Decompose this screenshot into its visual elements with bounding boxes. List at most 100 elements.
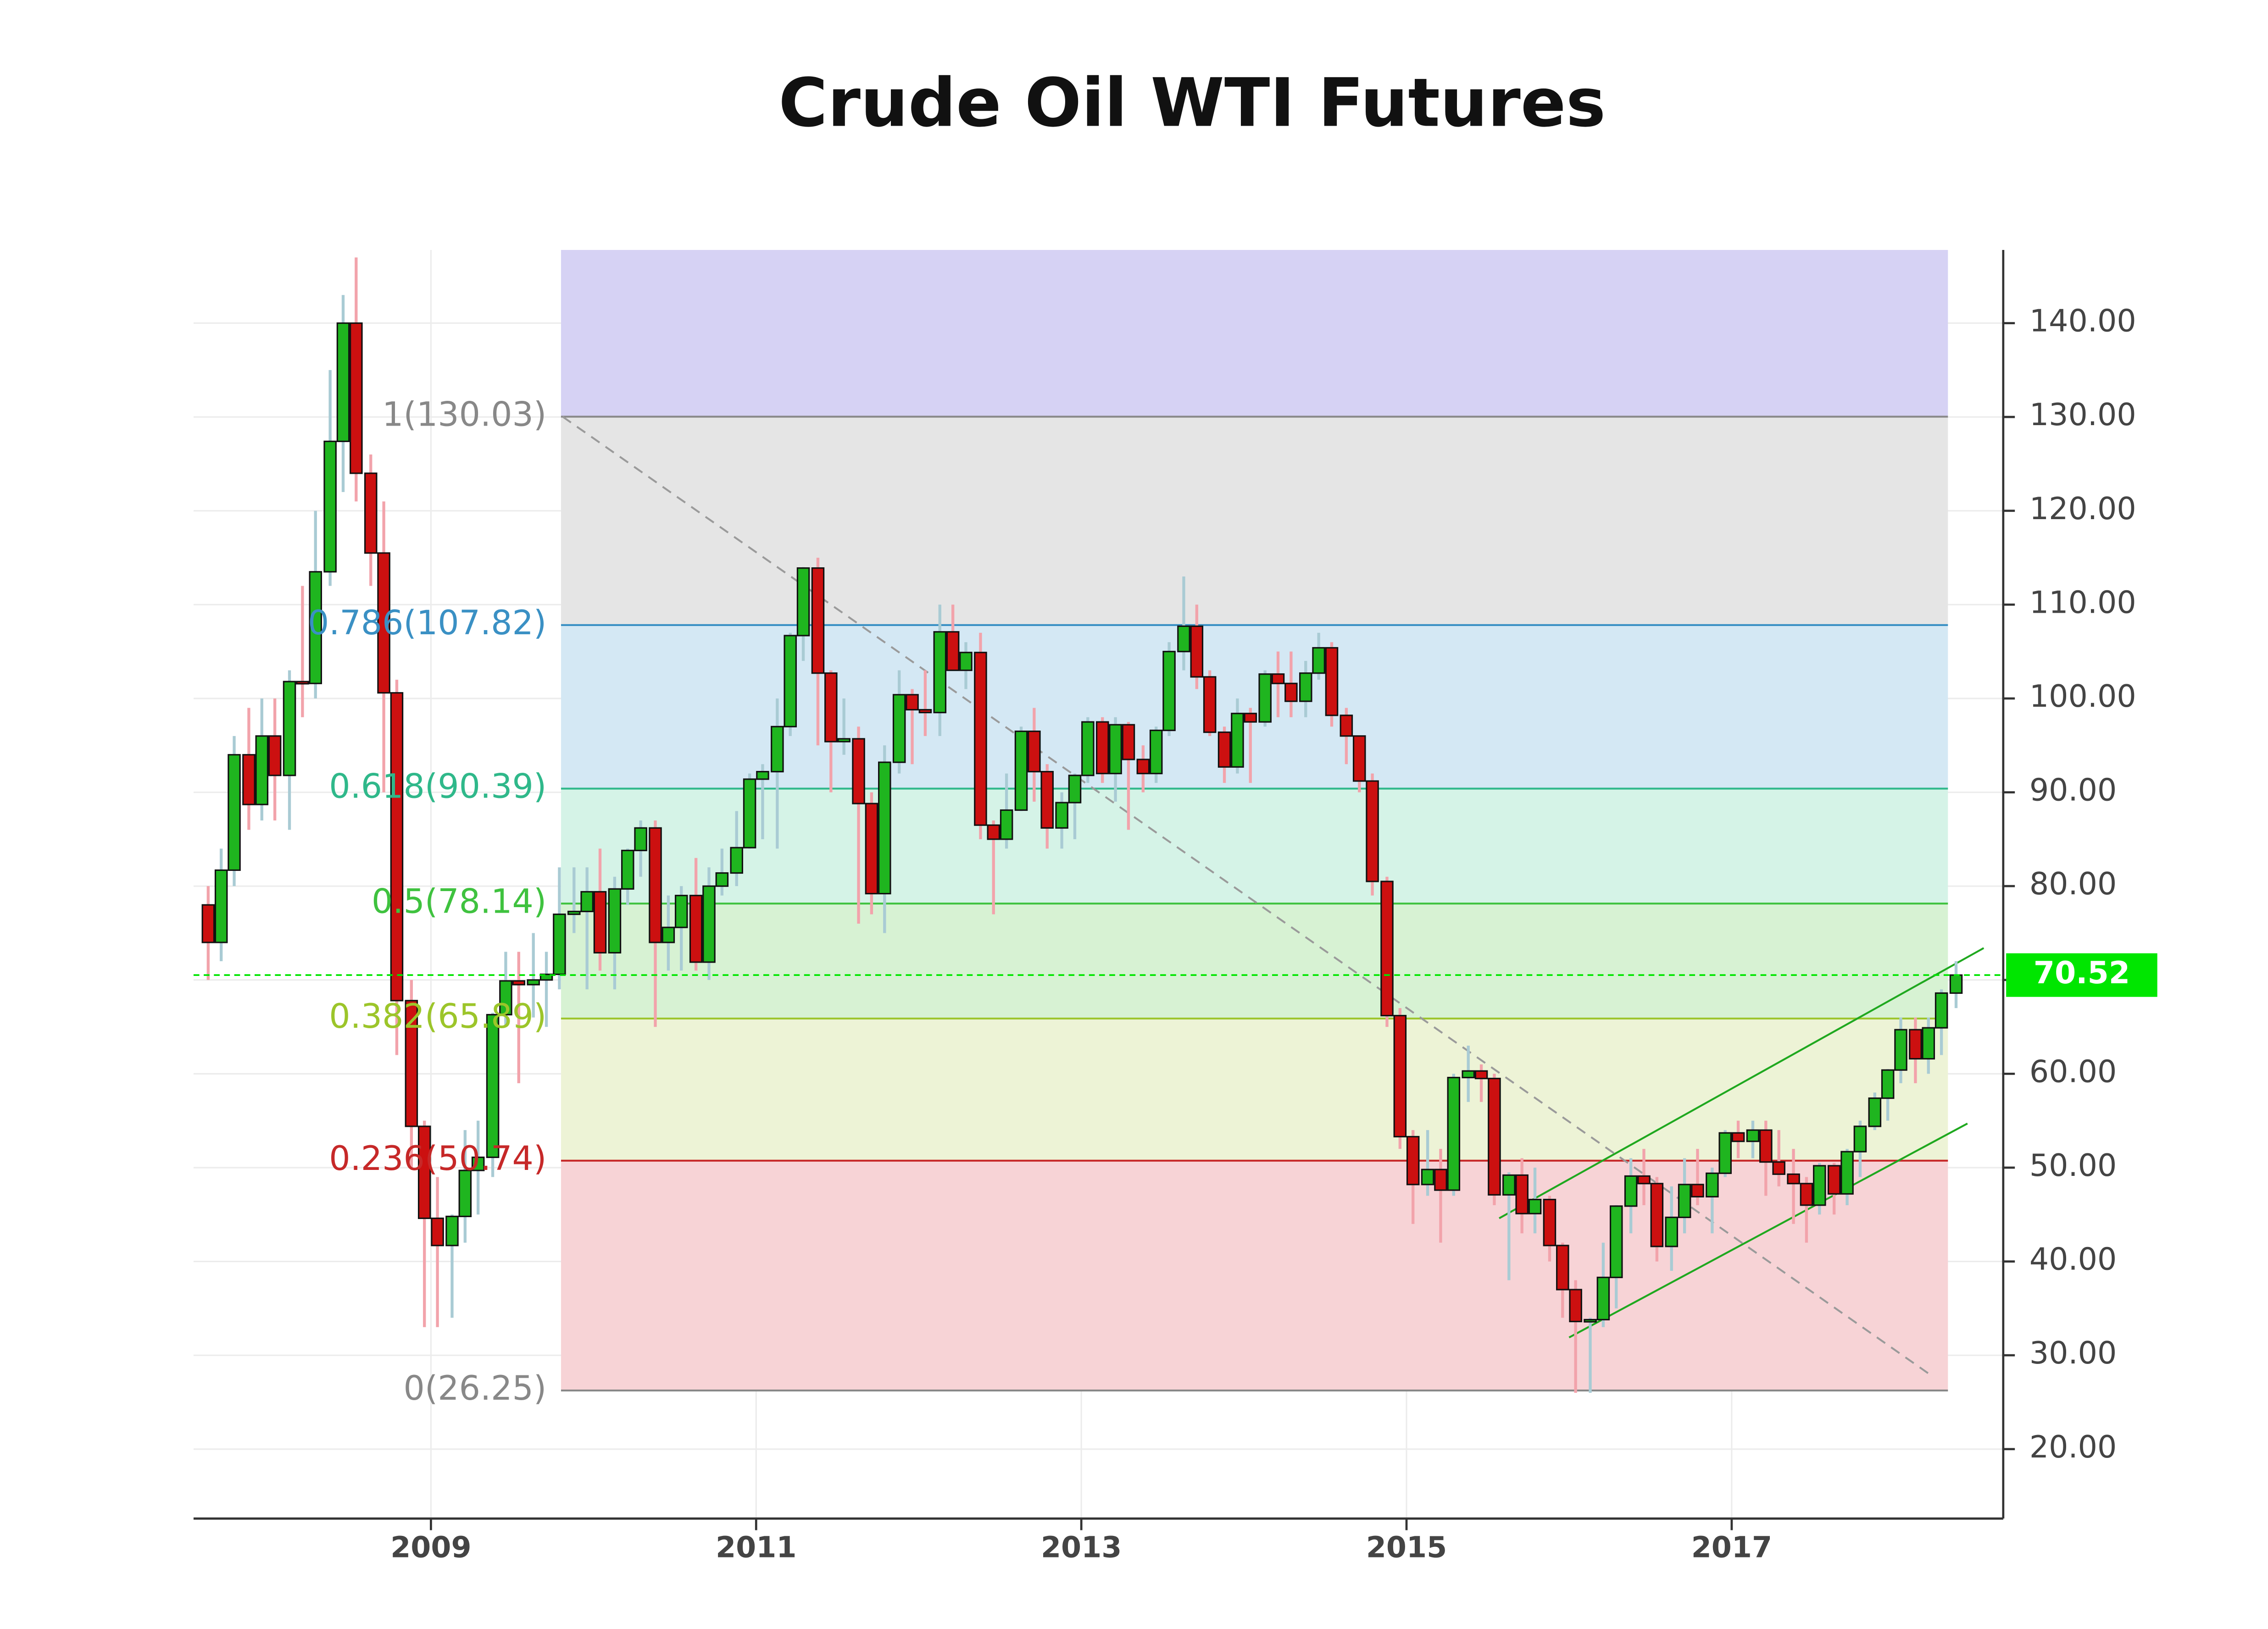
fib-level-label: 0.236(50.74)	[329, 1139, 546, 1178]
candle-body	[1731, 1132, 1745, 1142]
candle-body	[1556, 1245, 1569, 1291]
candle-body	[1325, 647, 1339, 716]
candle-body	[377, 552, 390, 694]
fib-band	[561, 788, 1948, 904]
candle-body	[1340, 715, 1353, 737]
candle-body	[1569, 1289, 1582, 1323]
candle-body	[649, 827, 662, 943]
candle-body	[1231, 713, 1244, 768]
fib-band	[561, 1160, 1948, 1391]
candle-body	[242, 754, 256, 805]
candle-body	[1922, 1027, 1935, 1060]
candle-body	[906, 694, 919, 711]
candle-body	[1217, 731, 1231, 768]
candle-body	[824, 672, 838, 742]
candle-body	[405, 1000, 418, 1127]
candle-body	[1109, 724, 1122, 775]
candle-body	[527, 979, 540, 986]
candle-body	[608, 888, 622, 954]
x-tick-label: 2011	[716, 1530, 796, 1564]
candle-body	[865, 803, 878, 895]
candle-body	[1203, 676, 1217, 733]
y-tick-label: 140.00	[2029, 303, 2136, 339]
y-tick-label: 80.00	[2029, 866, 2117, 902]
y-tick-label: 20.00	[2029, 1429, 2117, 1465]
candle-body	[390, 692, 404, 1002]
candle-body	[1502, 1174, 1516, 1196]
candle-body	[674, 895, 688, 928]
candle-body	[1352, 735, 1366, 782]
candle-body	[445, 1215, 459, 1247]
candle-body	[1474, 1070, 1488, 1080]
candle-body	[1853, 1125, 1867, 1152]
candle-body	[1624, 1175, 1638, 1207]
x-tick-label: 2015	[1366, 1530, 1447, 1564]
fib-band	[561, 416, 1948, 625]
candle-body	[1162, 651, 1176, 731]
candle-body	[1028, 731, 1041, 773]
candle-body	[431, 1217, 444, 1247]
candle-body	[621, 849, 634, 890]
candle-body	[553, 913, 566, 975]
y-tick-label: 40.00	[2029, 1241, 2117, 1277]
candle-body	[1177, 625, 1190, 653]
candle-body	[1746, 1129, 1760, 1142]
candle-body	[1447, 1076, 1461, 1191]
candle-body	[1149, 729, 1163, 775]
fib-band	[561, 1018, 1948, 1161]
candle-body	[1881, 1069, 1895, 1099]
candle-body	[1894, 1029, 1907, 1071]
candle-body	[1258, 673, 1272, 723]
candle-body	[296, 681, 309, 685]
candle-body	[689, 895, 703, 963]
candle-body	[1528, 1198, 1542, 1214]
candle-body	[743, 778, 756, 848]
fib-level-label: 0.786(107.82)	[308, 604, 546, 643]
candle-body	[946, 631, 960, 671]
candle-body	[1678, 1184, 1691, 1219]
y-tick-label: 120.00	[2029, 491, 2136, 526]
candle-body	[715, 872, 729, 887]
candle-body	[878, 761, 891, 895]
candle-body	[1637, 1175, 1651, 1185]
candle-body	[499, 980, 512, 1016]
candle-body	[1393, 1014, 1407, 1138]
candle-body	[1000, 809, 1013, 840]
candle-body	[1543, 1198, 1556, 1247]
fib-band	[561, 903, 1948, 1019]
candle-body	[255, 735, 269, 805]
candle-body	[756, 770, 769, 780]
y-tick-label: 60.00	[2029, 1053, 2117, 1089]
candle-body	[283, 681, 296, 776]
candle-body	[458, 1169, 472, 1217]
y-tick-label: 30.00	[2029, 1335, 2117, 1371]
candle-body	[1406, 1136, 1420, 1186]
candle-body	[1380, 881, 1394, 1017]
candle-body	[1299, 672, 1312, 702]
candle-body	[1691, 1184, 1704, 1197]
candle-body	[567, 910, 581, 915]
candle-body	[634, 827, 647, 852]
candle-body	[1122, 724, 1135, 760]
chart-title: Crude Oil WTI Futures	[778, 65, 1606, 142]
y-tick-label: 130.00	[2029, 397, 2136, 432]
candle-body	[1055, 802, 1068, 829]
candle-body	[796, 567, 810, 637]
fib-level-label: 0.618(90.39)	[329, 767, 546, 806]
candle-body	[1827, 1165, 1841, 1195]
candle-body	[580, 891, 594, 913]
candle-body	[1596, 1276, 1610, 1321]
last-price-label: 70.52	[2034, 955, 2130, 991]
candle-body	[1271, 673, 1285, 684]
candle-body	[1136, 759, 1150, 775]
candle-body	[1190, 625, 1204, 678]
fib-level-label: 0.5(78.14)	[372, 882, 546, 921]
candle-body	[784, 635, 797, 727]
candle-body	[1462, 1070, 1475, 1079]
fib-band	[561, 625, 1948, 789]
candle-body	[593, 891, 607, 954]
candle-body	[323, 440, 337, 573]
candle-body	[852, 738, 865, 804]
candle-body	[486, 1014, 500, 1158]
